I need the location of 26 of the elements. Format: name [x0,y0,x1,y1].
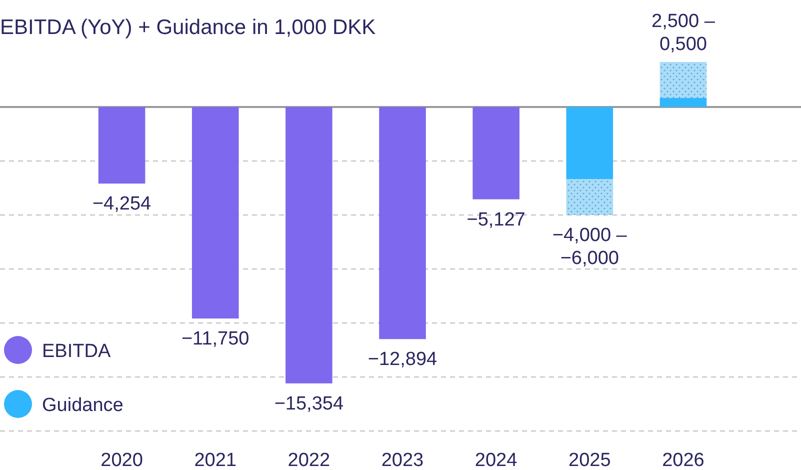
bar [566,179,614,215]
annotation: −4,000 – −6,000 [552,225,628,269]
chart-title: EBITDA (YoY) + Guidance in 1,000 DKK [0,16,376,39]
data-label: −15,354 [274,393,344,414]
bar [660,62,707,98]
x-tick-label: 2020 [100,450,143,470]
x-tick-label: 2022 [288,450,330,470]
x-tick-label: 2024 [474,450,518,470]
bar [379,107,426,340]
x-tick-label: 2021 [194,450,236,470]
annotation: 2,500 – 0,500 [652,11,716,55]
bar [286,107,332,384]
data-label: −4,254 [92,194,152,215]
bar [192,107,239,318]
data-label: −12,894 [368,349,438,370]
data-label: −5,127 [466,209,526,230]
x-tick-label: 2023 [381,450,424,470]
legend-label: Guidance [42,395,124,416]
bar [660,98,707,107]
x-tick-label: 2026 [662,450,704,470]
bar [472,107,520,200]
data-label: −11,750 [181,328,250,350]
x-tick-label: 2025 [568,450,611,470]
bar [566,107,614,179]
bar [98,107,146,184]
legend-label: EBITDA [42,341,111,362]
